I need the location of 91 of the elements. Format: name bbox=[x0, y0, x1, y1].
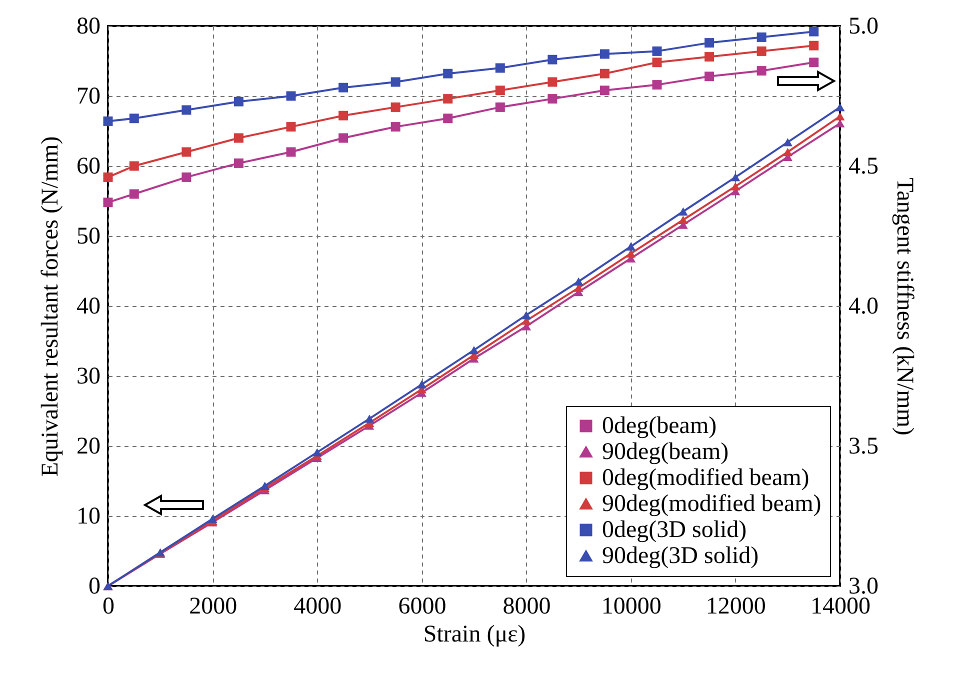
point bbox=[756, 66, 766, 76]
point bbox=[182, 147, 192, 157]
point bbox=[782, 148, 792, 156]
point bbox=[103, 116, 113, 126]
legend-label: 90deg(beam) bbox=[602, 439, 729, 465]
x-tick-label: 14000 bbox=[810, 594, 870, 620]
point bbox=[600, 49, 610, 59]
y2-tick-label: 3.5 bbox=[848, 434, 878, 460]
point bbox=[103, 172, 113, 182]
x-tick-label: 10000 bbox=[601, 594, 662, 620]
point bbox=[522, 310, 532, 320]
point bbox=[600, 68, 610, 78]
point bbox=[835, 119, 845, 128]
point bbox=[234, 158, 244, 168]
legend-label: 90deg(modified beam) bbox=[602, 491, 822, 517]
point bbox=[286, 147, 296, 157]
legend-label: 0deg(modified beam) bbox=[602, 465, 810, 491]
x-tick-label: 8000 bbox=[502, 594, 551, 620]
y-tick-label: 40 bbox=[76, 294, 100, 320]
point bbox=[495, 102, 505, 112]
point bbox=[338, 82, 348, 92]
point bbox=[626, 242, 636, 251]
point bbox=[652, 80, 662, 90]
x-tick-label: 2000 bbox=[189, 594, 238, 620]
x-axis-title: Strain (με) bbox=[423, 622, 526, 648]
point bbox=[809, 26, 819, 36]
point bbox=[443, 94, 453, 104]
point bbox=[730, 173, 740, 182]
point bbox=[704, 72, 714, 82]
point bbox=[782, 138, 792, 146]
point bbox=[312, 448, 322, 456]
y2-tick-label: 4.0 bbox=[848, 294, 878, 320]
point bbox=[129, 114, 139, 124]
point bbox=[364, 414, 374, 423]
point bbox=[443, 68, 453, 78]
y2-axis-title: Tangent stiffness (kN/mm) bbox=[892, 178, 918, 436]
legend-label: 90deg(3D solid) bbox=[602, 543, 759, 569]
y-tick-label: 60 bbox=[76, 154, 100, 180]
point bbox=[182, 105, 192, 115]
y-tick-label: 20 bbox=[76, 434, 100, 460]
point bbox=[495, 63, 505, 73]
point bbox=[390, 102, 400, 112]
y2-tick-label: 4.5 bbox=[848, 154, 878, 180]
point bbox=[626, 249, 636, 258]
point bbox=[704, 38, 714, 48]
point bbox=[600, 86, 610, 96]
y-axis-title: Equivalent resultant forces (N/mm) bbox=[38, 136, 64, 477]
point bbox=[678, 207, 688, 216]
y-tick-label: 50 bbox=[76, 224, 100, 250]
legend-label: 0deg(beam) bbox=[602, 413, 717, 439]
point bbox=[809, 40, 819, 50]
point bbox=[234, 133, 244, 143]
point bbox=[390, 77, 400, 87]
y-tick-label: 0 bbox=[88, 574, 100, 600]
point bbox=[469, 346, 479, 354]
point bbox=[548, 94, 558, 104]
point bbox=[835, 112, 845, 120]
point bbox=[129, 189, 139, 199]
point bbox=[416, 380, 426, 389]
y-tick-label: 80 bbox=[76, 14, 100, 40]
legend-label: 0deg(3D solid) bbox=[602, 517, 747, 543]
point bbox=[678, 216, 688, 224]
point bbox=[182, 172, 192, 182]
point bbox=[286, 91, 296, 101]
point bbox=[234, 96, 244, 106]
x-tick-label: 4000 bbox=[294, 594, 342, 620]
x-tick-label: 6000 bbox=[398, 594, 446, 620]
y-tick-label: 10 bbox=[76, 504, 100, 530]
point bbox=[809, 58, 819, 68]
y2-tick-label: 5.0 bbox=[848, 14, 878, 40]
point bbox=[730, 182, 740, 190]
point bbox=[548, 54, 558, 64]
point bbox=[443, 114, 453, 124]
x-tick-label: 12000 bbox=[706, 594, 766, 620]
point bbox=[652, 46, 662, 56]
point bbox=[574, 277, 584, 286]
point bbox=[652, 58, 662, 68]
point bbox=[286, 122, 296, 132]
point bbox=[129, 161, 139, 171]
point bbox=[548, 77, 558, 87]
y-tick-label: 30 bbox=[76, 364, 100, 390]
point bbox=[756, 46, 766, 56]
point bbox=[338, 110, 348, 120]
point bbox=[495, 86, 505, 96]
y-tick-label: 70 bbox=[76, 84, 100, 110]
point bbox=[390, 122, 400, 132]
point bbox=[103, 198, 113, 208]
point bbox=[704, 52, 714, 62]
point bbox=[338, 133, 348, 143]
point bbox=[835, 103, 845, 112]
point bbox=[756, 32, 766, 42]
